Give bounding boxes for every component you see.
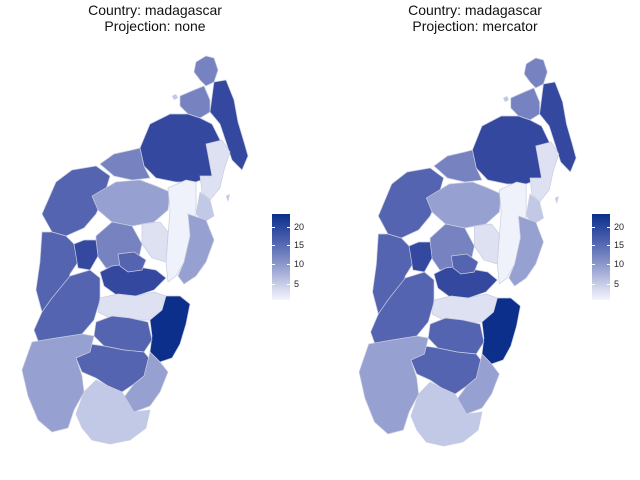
legend-label-5: 5 — [294, 279, 300, 289]
region-14 — [73, 239, 99, 271]
region-8 — [377, 167, 444, 239]
madagascar-map — [358, 57, 577, 447]
color-legend: 20 15 10 5 — [592, 214, 632, 304]
color-legend: 20 15 10 5 — [272, 214, 312, 304]
region-6 — [529, 141, 560, 203]
region-20 — [149, 295, 191, 363]
map-panel-right: Country: madagascar Projection: mercator… — [320, 0, 640, 480]
region-10 — [497, 181, 527, 285]
region-1 — [523, 57, 548, 89]
region-8 — [41, 165, 111, 237]
region-7 — [195, 191, 215, 223]
madagascar-map — [21, 55, 249, 445]
region-18 — [370, 271, 435, 349]
region-20 — [481, 297, 521, 365]
legend-colorbar — [592, 214, 610, 300]
region-5 — [433, 149, 483, 183]
legend-label-5: 5 — [614, 279, 620, 289]
title-country: Country: madagascar — [88, 2, 222, 18]
region-18 — [33, 269, 101, 347]
region-6 — [199, 139, 231, 201]
region-7 — [525, 193, 544, 225]
region-15 — [508, 215, 544, 287]
region-3 — [179, 85, 211, 119]
region-11 — [141, 221, 169, 263]
region-2 — [539, 81, 577, 173]
legend-label-10: 10 — [614, 259, 625, 269]
legend-label-10: 10 — [294, 259, 305, 269]
legend-label-20: 20 — [614, 222, 625, 232]
region-17 — [117, 251, 147, 273]
region-17 — [450, 253, 479, 275]
region-15 — [177, 213, 215, 285]
region-5 — [99, 147, 151, 181]
panel-title: Country: madagascar Projection: mercator — [320, 2, 630, 34]
title-projection: Projection: none — [104, 18, 206, 34]
legend-label-15: 15 — [294, 240, 305, 250]
region-3 — [510, 87, 540, 121]
region-1 — [193, 55, 219, 87]
region-9 — [425, 181, 502, 229]
region-24 — [454, 353, 500, 415]
legend-label-15: 15 — [614, 240, 625, 250]
map-panel-left: Country: madagascar Projection: none 20 … — [0, 2, 312, 445]
title-projection: Projection: mercator — [412, 18, 538, 34]
region-21 — [427, 317, 485, 355]
panel-title: Country: madagascar Projection: none — [0, 2, 310, 34]
region-11 — [473, 223, 500, 265]
legend-label-20: 20 — [294, 222, 305, 232]
region-10 — [165, 179, 197, 283]
region-25 — [75, 379, 151, 445]
region-25 — [410, 381, 483, 447]
region-2 — [209, 79, 249, 171]
region-14 — [408, 241, 433, 273]
title-country: Country: madagascar — [408, 2, 542, 18]
region-24 — [121, 351, 169, 413]
region-9 — [91, 179, 171, 227]
legend-colorbar — [272, 214, 290, 300]
region-21 — [93, 315, 153, 353]
